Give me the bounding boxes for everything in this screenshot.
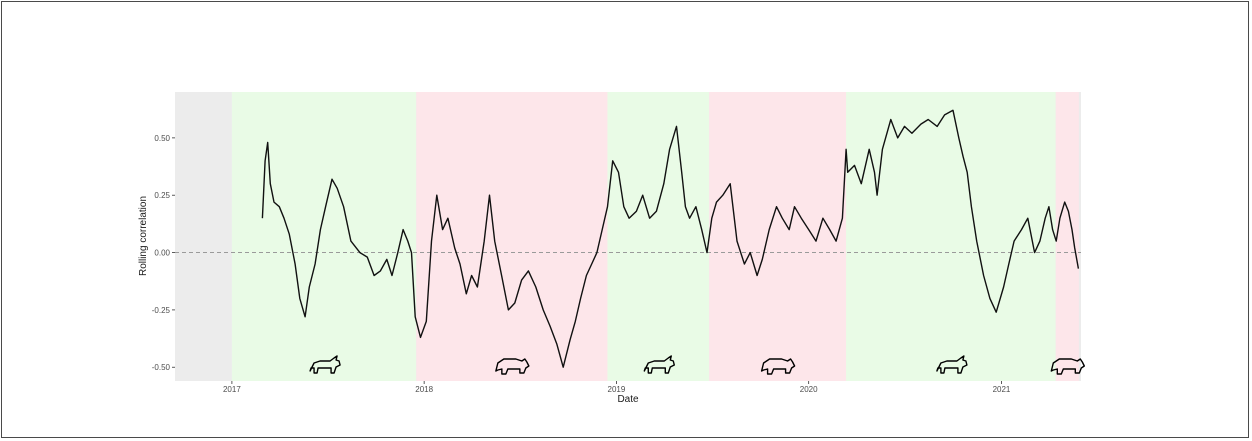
regime-band-bull bbox=[231, 92, 417, 381]
regime-band-bull bbox=[846, 92, 1056, 381]
y-tick-label: -0.50 bbox=[152, 363, 171, 372]
x-axis-title: Date bbox=[617, 394, 639, 405]
x-tick-label: 2017 bbox=[223, 385, 241, 394]
series-line-0 bbox=[261, 109, 1080, 368]
regime-band-bear bbox=[709, 92, 847, 381]
y-tick-label: 0.25 bbox=[154, 191, 170, 200]
bear-icon bbox=[1050, 358, 1086, 375]
regime-bands bbox=[231, 92, 1079, 381]
bear-icon bbox=[495, 358, 530, 375]
x-tick-label: 2019 bbox=[608, 385, 626, 394]
bear-icon bbox=[760, 358, 796, 375]
bull-icon bbox=[643, 355, 675, 374]
y-tick-label: 0.00 bbox=[154, 249, 170, 258]
regime-band-bear bbox=[1055, 92, 1079, 381]
series-lines bbox=[261, 109, 1080, 368]
y-tick-label: -0.25 bbox=[152, 306, 171, 315]
y-axis: -0.50 -0.25 0.00 0.25 0.50 bbox=[152, 134, 175, 372]
x-tick-label: 2021 bbox=[993, 385, 1011, 394]
regime-band-bull bbox=[607, 92, 710, 381]
regime-icons bbox=[309, 355, 1086, 375]
bull-icon bbox=[936, 355, 968, 374]
regime-band-bear bbox=[416, 92, 608, 381]
y-tick-label: 0.50 bbox=[154, 134, 170, 143]
x-axis: 2017 2018 2019 2020 2021 bbox=[223, 381, 1011, 394]
x-tick-label: 2020 bbox=[800, 385, 818, 394]
bull-icon bbox=[309, 355, 341, 374]
x-tick-label: 2018 bbox=[415, 385, 433, 394]
y-axis-title: Rolling correlation bbox=[138, 196, 149, 276]
